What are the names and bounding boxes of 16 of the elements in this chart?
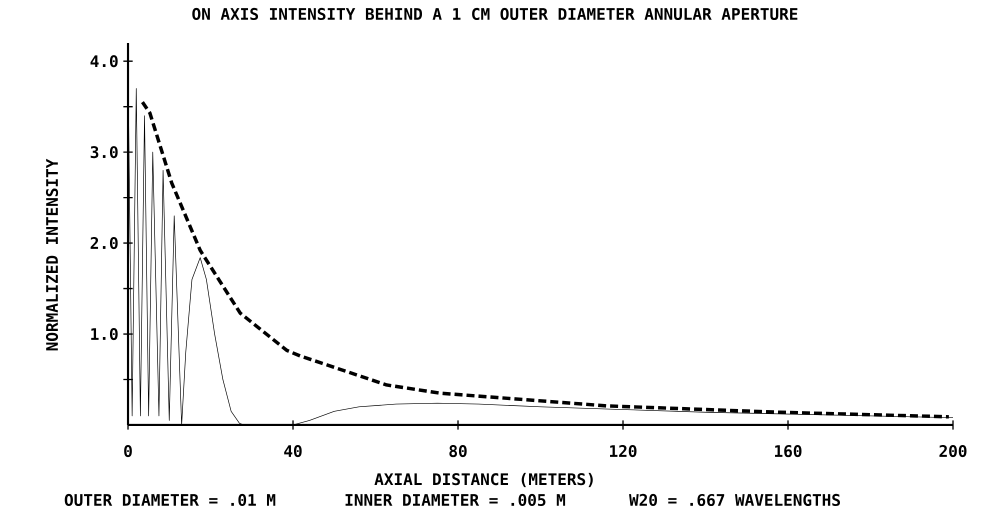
x-axis-title: AXIAL DISTANCE (METERS) — [374, 472, 593, 488]
y-tick-label: 2.0 — [90, 237, 118, 250]
y-tick-label: 3.0 — [90, 146, 118, 158]
y-tick-label: 4.0 — [90, 55, 118, 68]
text: INNER DIAMETER = .005 M — [346, 494, 566, 506]
x-tick-label: 200 — [939, 445, 966, 458]
x-tick-label: 0 — [124, 445, 132, 458]
text: W20 = .667 WAVELENGTHS — [629, 494, 840, 506]
text: OUTER DIAMETER = .01 M — [64, 494, 276, 506]
y-axis-title: NORMALIZED INTENSITY — [46, 158, 58, 350]
chart-title: ON AXIS INTENSITY BEHIND A 1 CM OUTER DIAMETER ANNULAR APERTURE — [192, 8, 798, 20]
x-tick-label: 40 — [284, 445, 302, 458]
x-tick-label: 160 — [775, 445, 802, 458]
x-tick-label: 120 — [610, 445, 636, 458]
y-tick-label: 1.0 — [91, 328, 118, 340]
x-tick-label: 80 — [449, 445, 467, 458]
